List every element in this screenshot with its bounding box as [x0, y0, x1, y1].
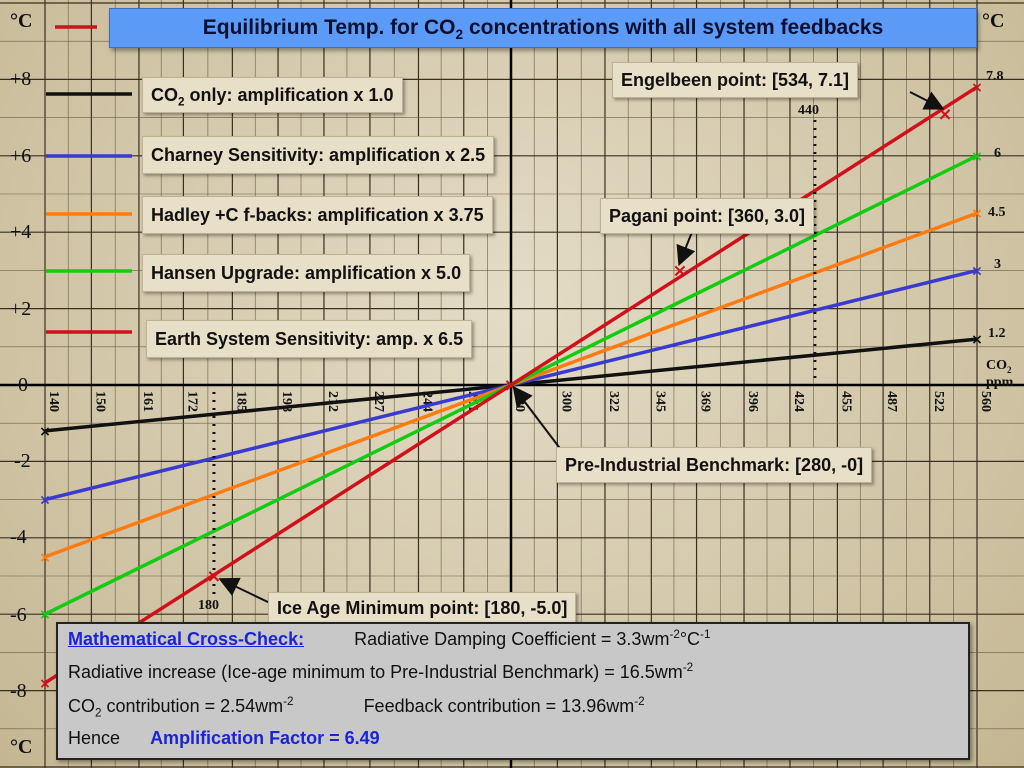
- y-tick-label: +4: [10, 221, 32, 243]
- x-tick-label: 227: [371, 391, 386, 412]
- end-label-hadley: 4.5: [988, 205, 1006, 220]
- x-tick-label: 455: [838, 391, 853, 412]
- legend-text: CO: [151, 85, 178, 105]
- arrow-ice-age: [218, 577, 271, 604]
- x-tick-label: 345: [652, 391, 667, 412]
- end-label-charney: 3: [994, 257, 1001, 272]
- title-text-rest: concentrations with all system feedbacks: [463, 16, 884, 39]
- calc-text: Radiative increase (Ice-age minimum to P…: [68, 662, 683, 682]
- calc-line-3: CO2 contribution = 2.54wm-2 Feedback con…: [68, 695, 645, 720]
- chart-title: Equilibrium Temp. for CO2 concentrations…: [109, 8, 977, 48]
- y-tick-label: -4: [10, 526, 27, 548]
- calc-line-2: Radiative increase (Ice-age minimum to P…: [68, 661, 693, 683]
- calc-sup: -2: [682, 661, 694, 674]
- ice-age-minimum-label: Ice Age Minimum point: [180, -5.0]: [268, 592, 577, 624]
- calc-sup: -2: [634, 695, 645, 708]
- calc-text: CO: [68, 696, 95, 716]
- calc-sup: -2: [669, 628, 680, 641]
- arrow-pagani: [676, 231, 696, 267]
- end-label-hansen: 6: [994, 146, 1001, 161]
- amplification-factor: Amplification Factor = 6.49: [150, 728, 380, 748]
- x-tick-label: 487: [884, 391, 899, 412]
- series-end-marker: ×: [39, 550, 51, 566]
- series-end-marker: ×: [39, 676, 51, 692]
- x-tick-label: 396: [745, 391, 760, 412]
- series-end-marker: ×: [971, 332, 983, 348]
- calc-text: contribution = 2.54wm: [101, 696, 284, 716]
- x-tick-label: 150: [92, 391, 107, 412]
- x-tick-label: 300: [558, 391, 573, 412]
- end-label-esr: 7.8: [986, 69, 1004, 84]
- legend-co2-only: CO2 only: amplification x 1.0: [142, 77, 403, 113]
- series-line-5: [44, 85, 978, 685]
- y-unit-label-bottom-left: °C: [10, 736, 33, 758]
- series-end-marker: ×: [971, 149, 983, 165]
- y-tick-label: +8: [10, 68, 32, 90]
- x-unit-co: CO: [986, 358, 1007, 373]
- pagani-point-label: Pagani point: [360, 3.0]: [600, 198, 815, 234]
- legend-hadley: Hadley +C f-backs: amplification x 3.75: [142, 196, 493, 234]
- y-unit-label-top-right: °C: [982, 10, 1005, 32]
- key-point-marker: ×: [672, 260, 687, 281]
- arrow-engelbeen: [909, 91, 945, 110]
- legend-text: only: amplification x 1.0: [184, 85, 394, 105]
- x-tick-label: 172: [184, 391, 199, 412]
- calc-sup: -1: [700, 628, 711, 641]
- key-point-marker: ×: [206, 566, 221, 587]
- legend-text: Charney Sensitivity: amplification x 2.5: [151, 145, 486, 165]
- series-end-marker: ×: [971, 206, 983, 222]
- x-tick-label: 560: [978, 391, 993, 412]
- engelbeen-point-label: Engelbeen point: [534, 7.1]: [612, 62, 859, 98]
- calc-line-4: Hence Amplification Factor = 6.49: [68, 728, 380, 749]
- series-end-marker: ×: [39, 607, 51, 623]
- series-end-marker: ×: [39, 493, 51, 509]
- x-tick-label: 424: [791, 391, 806, 412]
- x-tick-label: 522: [931, 391, 946, 412]
- marker-label-180: 180: [198, 598, 219, 613]
- y-tick-label: 0: [18, 374, 28, 396]
- calc-sup: -2: [283, 695, 294, 708]
- calc-sub: 2: [95, 706, 102, 720]
- y-tick-label: +6: [10, 145, 32, 167]
- title-text: Equilibrium Temp. for CO: [202, 16, 456, 39]
- legend-sub: 2: [178, 95, 185, 109]
- legend-earth-system: Earth System Sensitivity: amp. x 6.5: [146, 320, 473, 358]
- y-tick-label: -2: [14, 450, 31, 472]
- y-tick-label: -8: [10, 680, 27, 702]
- legend-text: Earth System Sensitivity: amp. x 6.5: [155, 329, 464, 349]
- series-end-marker: ×: [39, 424, 51, 440]
- y-tick-label: +2: [10, 298, 32, 320]
- title-subscript: 2: [455, 27, 464, 43]
- legend-text: Hadley +C f-backs: amplification x 3.75: [151, 205, 484, 225]
- x-tick-label: 185: [233, 391, 248, 412]
- preindustrial-benchmark-label: Pre-Industrial Benchmark: [280, -0]: [556, 447, 873, 483]
- series-end-marker: ×: [971, 263, 983, 279]
- x-tick-label: 369: [698, 391, 713, 412]
- legend-charney: Charney Sensitivity: amplification x 2.5: [142, 136, 495, 174]
- x-unit-ppm: ppm: [986, 374, 1014, 390]
- arrow-preindustrial: [512, 385, 566, 456]
- x-tick-label: 322: [606, 391, 621, 412]
- y-tick-label: -6: [10, 604, 27, 626]
- x-tick-label: 140: [46, 391, 61, 412]
- end-label-co2: 1.2: [988, 326, 1006, 341]
- calc-text: Hence: [68, 728, 121, 748]
- y-unit-label-top-left: °C: [10, 10, 33, 32]
- calc-heading: Mathematical Cross-Check:: [68, 629, 305, 649]
- marker-label-440: 440: [798, 103, 819, 118]
- cross-check-panel: Mathematical Cross-Check: Radiative Damp…: [56, 622, 970, 760]
- x-unit-label: CO2 ppm: [986, 358, 1013, 391]
- legend-hansen: Hansen Upgrade: amplification x 5.0: [142, 254, 471, 292]
- calc-text: Feedback contribution = 13.96wm: [363, 696, 635, 716]
- key-point-marker: ×: [503, 375, 518, 396]
- calc-line-1: Mathematical Cross-Check: Radiative Damp…: [68, 628, 710, 650]
- series-end-marker: ×: [971, 80, 983, 96]
- x-tick-label: 161: [140, 391, 155, 412]
- calc-text: Radiative Damping Coefficient = 3.3wm: [354, 629, 670, 649]
- x-unit-sub: 2: [1007, 364, 1012, 375]
- legend-text: Hansen Upgrade: amplification x 5.0: [151, 263, 462, 283]
- calc-text: °C: [679, 629, 701, 649]
